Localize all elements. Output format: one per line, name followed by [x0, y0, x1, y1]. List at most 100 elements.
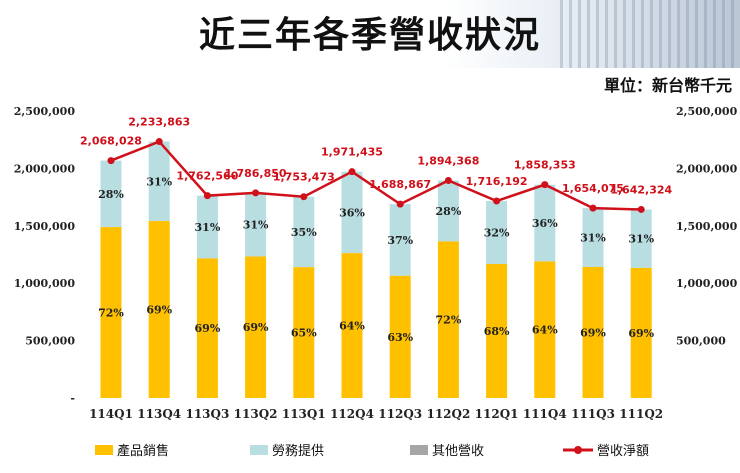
total-line-group: 2,068,028 2,233,863 1,762,5601,786,8501,75…	[80, 116, 673, 213]
bar-product-pct: 69%	[243, 321, 269, 334]
total-revenue-point	[541, 181, 549, 189]
total-revenue-label: 1,762,560	[176, 170, 238, 183]
bar-service	[148, 141, 170, 222]
bar-product-pct: 69%	[580, 326, 606, 339]
total-revenue-label: 1,858,353	[514, 159, 576, 172]
total-revenue-point	[637, 205, 645, 213]
x-tick-label: 113Q3	[185, 407, 229, 421]
x-tick-label: 113Q1	[282, 407, 326, 421]
bar-service-pct: 31%	[628, 233, 654, 246]
y-tick-label-right: 500,000	[676, 335, 726, 348]
bar-service	[534, 184, 556, 262]
bar-product-pct: 68%	[484, 325, 510, 338]
bar-service	[486, 200, 508, 265]
y-axis-right: 2,500,000 2,000,000 1,500,000 1,000,000 500,…	[676, 105, 738, 348]
x-tick-label: 111Q3	[571, 407, 615, 421]
bar-service	[341, 171, 363, 254]
total-revenue-label: 1,786,850	[225, 167, 287, 180]
bar-product-pct: 64%	[339, 320, 365, 333]
x-tick-label: 112Q2	[426, 407, 470, 421]
legend-label-line: 營收淨額	[597, 444, 649, 459]
legend-swatch-line-marker	[574, 446, 582, 454]
bar-product-pct: 72%	[98, 307, 124, 320]
x-tick-label: 112Q4	[330, 407, 374, 421]
y-tick-label-right: 1,000,000	[676, 277, 738, 290]
bar-service	[100, 160, 122, 228]
y-tick-label-left: -	[70, 392, 75, 405]
bar-product-pct: 72%	[436, 314, 462, 327]
total-revenue-line	[110, 140, 642, 211]
y-tick-label-left: 500,000	[25, 335, 75, 348]
legend-label-product: 產品銷售	[117, 443, 169, 459]
bar-product-pct: 65%	[291, 327, 317, 340]
total-revenue-label: 1,971,435	[321, 146, 383, 159]
bar-service-pct: 31%	[243, 219, 269, 232]
y-tick-label-left: 2,500,000	[14, 105, 76, 118]
bar-product-pct: 69%	[628, 327, 654, 340]
total-revenue-label: 1,642,324	[610, 183, 672, 196]
bar-product	[293, 267, 315, 398]
bar-service	[245, 192, 267, 257]
total-revenue-label: 1,716,192	[466, 175, 528, 188]
bar-product-pct: 69%	[146, 304, 172, 317]
x-tick-label: 111Q4	[523, 407, 567, 421]
bar-service	[389, 204, 411, 276]
bar-service	[630, 209, 652, 268]
total-revenue-point	[155, 138, 163, 146]
y-tick-label-left: 1,000,000	[14, 277, 76, 290]
y-tick-label-left: 1,500,000	[14, 220, 76, 233]
bar-service-pct: 36%	[339, 206, 365, 219]
bar-product	[534, 261, 556, 398]
legend-swatch-other	[410, 445, 428, 455]
bar-service-pct: 28%	[98, 188, 124, 201]
bar-product	[486, 264, 508, 398]
title-banner: 近三年各季營收狀況	[0, 0, 740, 68]
x-axis: 114Q1 113Q4 113Q3 113Q2 113Q1 112Q4 112Q3 112Q2…	[89, 407, 663, 421]
bar-product	[196, 258, 218, 398]
bar-service-pct: 31%	[146, 175, 172, 188]
bar-service-pct: 28%	[436, 205, 462, 218]
page-title: 近三年各季營收狀況	[198, 15, 541, 56]
y-tick-label-right: 1,500,000	[676, 220, 738, 233]
bars-group	[100, 141, 652, 398]
x-tick-label: 112Q3	[378, 407, 422, 421]
total-revenue-point	[396, 200, 404, 208]
bar-service	[196, 195, 218, 259]
total-revenue-point	[252, 189, 260, 197]
bar-service	[437, 180, 459, 242]
bar-product	[389, 275, 411, 398]
legend-label-service: 勞務提供	[272, 443, 324, 459]
percent-labels: 72% 28% 69% 31% 69% 31% 69% 31% 65% 35% 64% 36% 63% 3…	[98, 175, 655, 344]
bar-service	[293, 196, 315, 268]
bar-product	[245, 256, 267, 398]
legend-swatch-product	[95, 445, 113, 455]
total-revenue-label: 1,894,368	[417, 155, 479, 168]
bar-service-pct: 32%	[484, 227, 510, 240]
bar-product	[437, 241, 459, 398]
legend: 產品銷售 勞務提供 其他營收 營收淨額	[95, 443, 649, 459]
bar-product	[100, 227, 122, 398]
total-revenue-label: 1,654,075	[562, 182, 624, 195]
total-revenue-point	[348, 168, 356, 176]
bar-product-pct: 64%	[532, 324, 558, 337]
total-revenue-point	[300, 193, 308, 201]
y-tick-label-right: 2,500,000	[676, 105, 738, 118]
x-tick-label: 112Q1	[475, 407, 519, 421]
y-tick-label-right: 2,000,000	[676, 162, 738, 175]
total-revenue-point	[107, 157, 115, 165]
bar-service-pct: 37%	[387, 234, 413, 247]
total-revenue-point	[444, 177, 452, 185]
bar-product	[630, 267, 652, 398]
x-tick-label: 113Q2	[234, 407, 278, 421]
total-revenue-label: 2,068,028	[80, 135, 142, 148]
bar-product	[148, 221, 170, 398]
total-revenue-point	[203, 192, 211, 200]
x-tick-label: 113Q4	[137, 407, 181, 421]
total-revenue-label: 1,688,867	[369, 178, 431, 191]
unit-label: 單位：新台幣千元	[603, 76, 732, 95]
total-revenue-label: 2,233,863	[128, 116, 190, 129]
total-revenue-label: 1,753,473	[273, 171, 335, 184]
y-tick-label-left: 2,000,000	[14, 162, 76, 175]
bar-product-pct: 63%	[387, 331, 413, 344]
